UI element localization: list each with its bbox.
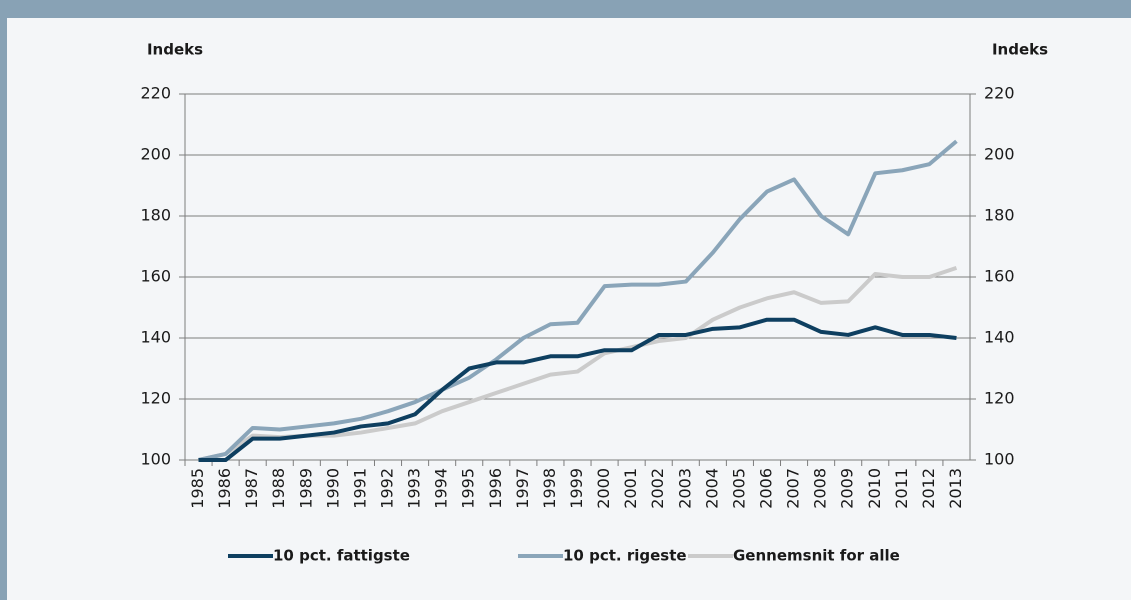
x-tick-label: 1990 [323, 468, 342, 509]
series-line [198, 317, 957, 462]
y2-axis-label: Indeks [992, 41, 1048, 59]
y-tick-label: 200 [140, 145, 171, 164]
legend-label: 10 pct. rigeste [563, 547, 687, 565]
x-tick-label: 1996 [486, 468, 505, 509]
x-tick-label: 2006 [756, 468, 775, 509]
x-tick-label: 1998 [540, 468, 559, 509]
x-tick-label: 2013 [946, 468, 965, 509]
x-tick-label: 2008 [811, 468, 830, 509]
x-tick-label: 1985 [188, 468, 207, 509]
y-tick-label: 220 [140, 84, 171, 103]
series-line [198, 139, 958, 462]
legend-label: Gennemsnit for alle [733, 547, 900, 565]
y-tick-label: 100 [140, 450, 171, 469]
x-tick-label: 2009 [838, 468, 857, 509]
y-tick-label: 120 [140, 389, 171, 408]
x-tick-label: 1993 [405, 468, 424, 509]
x-tick-label: 2003 [675, 468, 694, 509]
x-tick-label: 2004 [702, 468, 721, 509]
left-border [0, 0, 7, 600]
y-tick-label: 140 [140, 328, 171, 347]
x-tick-label: 2012 [919, 468, 938, 509]
x-tick-label: 1987 [242, 468, 261, 509]
x-tick-label: 1997 [513, 468, 532, 509]
y-axis-label: Indeks [147, 41, 203, 59]
series-line [198, 265, 958, 462]
y-tick-label: 180 [140, 206, 171, 225]
y2-tick-label: 120 [984, 389, 1015, 408]
x-tick-label: 2000 [594, 468, 613, 509]
x-tick-label: 2001 [621, 468, 640, 509]
legend-label: 10 pct. fattigste [273, 547, 410, 565]
x-tick-label: 1989 [296, 468, 315, 509]
y2-tick-label: 160 [984, 267, 1015, 286]
y2-tick-label: 220 [984, 84, 1015, 103]
x-tick-label: 1988 [269, 468, 288, 509]
x-tick-label: 2011 [892, 468, 911, 509]
y2-tick-label: 100 [984, 450, 1015, 469]
x-tick-label: 2005 [729, 468, 748, 509]
y2-tick-label: 140 [984, 328, 1015, 347]
x-tick-label: 2002 [648, 468, 667, 509]
y2-tick-label: 200 [984, 145, 1015, 164]
x-tick-label: 1999 [567, 468, 586, 509]
x-tick-label: 2010 [865, 468, 884, 509]
x-tick-label: 1994 [432, 468, 451, 509]
header-bar [0, 0, 1131, 18]
x-tick-label: 1986 [215, 468, 234, 509]
x-tick-label: 2007 [784, 468, 803, 509]
x-tick-label: 1991 [350, 468, 369, 509]
x-tick-label: 1992 [378, 468, 397, 509]
y-tick-label: 160 [140, 267, 171, 286]
y2-tick-label: 180 [984, 206, 1015, 225]
x-tick-label: 1995 [459, 468, 478, 509]
